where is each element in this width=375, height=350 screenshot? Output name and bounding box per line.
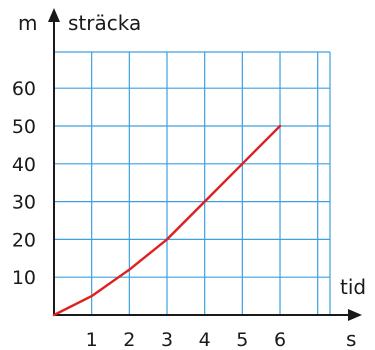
y-axis-unit: m	[18, 11, 37, 35]
x-axis-label: tid	[340, 275, 366, 299]
y-tick-label: 20	[12, 229, 36, 251]
x-axis-arrow-icon	[348, 309, 362, 321]
y-tick-label: 10	[12, 267, 36, 289]
x-tick-label: 4	[199, 329, 211, 350]
y-tick-label: 60	[12, 78, 36, 100]
x-tick-label: 1	[86, 329, 98, 350]
x-tick-label: 6	[274, 329, 286, 350]
y-tick-label: 30	[12, 192, 36, 214]
axes	[48, 8, 362, 321]
y-tick-label: 40	[12, 154, 36, 176]
y-axis-arrow-icon	[48, 8, 60, 22]
x-tick-label: 3	[161, 329, 173, 350]
series	[52, 124, 282, 317]
y-axis-label: sträcka	[68, 11, 141, 35]
y-tick-label: 50	[12, 116, 36, 138]
x-tick-label: 5	[236, 329, 248, 350]
x-axis-unit: s	[346, 327, 356, 350]
tick-labels: 1 2 3 4 5 6 10 20 30 40 50 60	[12, 78, 286, 350]
grid	[54, 51, 331, 315]
x-tick-label: 2	[123, 329, 135, 350]
